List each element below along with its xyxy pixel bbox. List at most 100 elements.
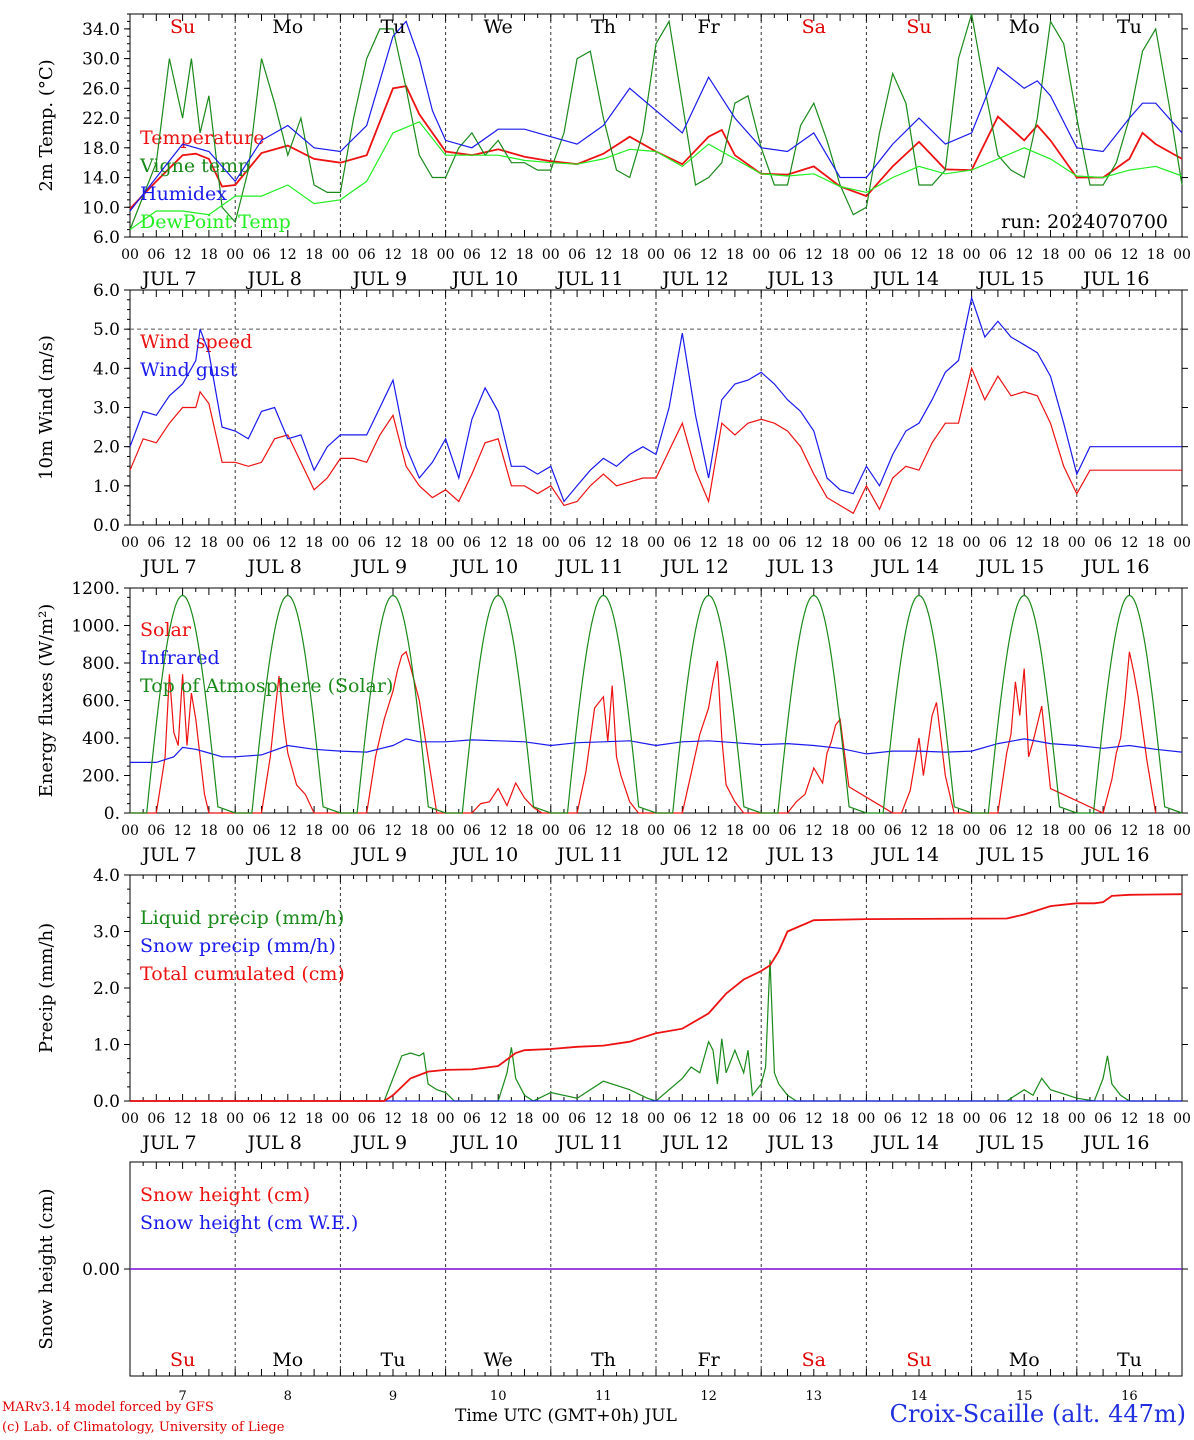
temp-hour-label: 12 [700, 247, 718, 263]
energy-hour-label: 12 [1015, 823, 1033, 839]
wind-hour-label: 06 [884, 535, 902, 551]
wind-hour-label: 06 [147, 535, 165, 551]
wind-ytick-label: 6.0 [93, 281, 120, 301]
temp-hour-label: 06 [253, 247, 271, 263]
temp-weekday-label: Mo [1009, 16, 1040, 38]
energy-ytick-label: 1200. [71, 579, 120, 599]
temp-legend-entry: Temperature [140, 127, 264, 149]
wind-hour-label: 00 [542, 535, 560, 551]
temp-hour-label: 18 [1042, 247, 1060, 263]
precip-hour-label: 00 [1173, 1111, 1191, 1127]
precip-day-label: JUL 9 [351, 1132, 407, 1154]
wind-day-label: JUL 15 [976, 556, 1044, 578]
precip-ytick-label: 2.0 [93, 979, 120, 999]
temp-hour-label: 18 [726, 247, 744, 263]
precip-hour-label: 18 [410, 1111, 428, 1127]
temp-series-line [129, 13, 1183, 230]
temp-hour-label: 18 [200, 247, 218, 263]
energy-hour-label: 18 [1147, 823, 1165, 839]
wind-hour-label: 18 [200, 535, 218, 551]
temp-hour-label: 00 [752, 247, 770, 263]
precip-hour-label: 00 [752, 1111, 770, 1127]
precip-day-label: JUL 8 [245, 1132, 301, 1154]
precip-hour-label: 12 [805, 1111, 823, 1127]
wind-hour-label: 00 [1068, 535, 1086, 551]
temp-ytick-label: 30.0 [82, 50, 120, 70]
precip-hour-label: 06 [779, 1111, 797, 1127]
snow-ylabel: Snow height (cm) [36, 1188, 57, 1349]
temp-hour-label: 00 [542, 247, 560, 263]
temp-hour-label: 18 [831, 247, 849, 263]
temp-legend-entry: DewPoint Temp [140, 211, 291, 233]
wind-hour-label: 18 [831, 535, 849, 551]
precip-hour-label: 06 [673, 1111, 691, 1127]
wind-hour-label: 00 [437, 535, 455, 551]
energy-hour-label: 12 [384, 823, 402, 839]
wind-hour-label: 06 [1094, 535, 1112, 551]
temp-series-line [129, 121, 1183, 231]
temp-hour-label: 12 [279, 247, 297, 263]
energy-hour-label: 06 [358, 823, 376, 839]
energy-hour-label: 00 [1173, 823, 1191, 839]
wind-day-label: JUL 14 [871, 556, 939, 578]
energy-hour-label: 18 [200, 823, 218, 839]
wind-ytick-label: 3.0 [93, 399, 120, 419]
energy-hour-label: 12 [910, 823, 928, 839]
bottom-day-number: 7 [178, 1389, 186, 1404]
snow-weekday-label: Tu [381, 1349, 406, 1371]
precip-hour-label: 18 [831, 1111, 849, 1127]
temp-hour-label: 18 [516, 247, 534, 263]
energy-hour-label: 06 [1094, 823, 1112, 839]
precip-hour-label: 18 [726, 1111, 744, 1127]
wind-hour-label: 18 [1147, 535, 1165, 551]
energy-hour-label: 12 [594, 823, 612, 839]
energy-series-line [130, 738, 1183, 764]
wind-hour-label: 12 [700, 535, 718, 551]
energy-legend-entry: Infrared [140, 647, 220, 669]
energy-hour-label: 18 [410, 823, 428, 839]
precip-ytick-label: 4.0 [93, 866, 120, 886]
precip-hour-label: 18 [305, 1111, 323, 1127]
temp-weekday-label: Tu [381, 16, 406, 38]
precip-hour-label: 12 [910, 1111, 928, 1127]
wind-day-label: JUL 11 [555, 556, 623, 578]
precip-legend-entry: Liquid precip (mm/h) [140, 907, 344, 929]
precip-legend-entry: Total cumulated (cm) [140, 963, 345, 985]
temp-hour-label: 00 [857, 247, 875, 263]
temp-hour-label: 06 [1094, 247, 1112, 263]
temp-hour-label: 06 [358, 247, 376, 263]
precip-ytick-label: 1.0 [93, 1036, 120, 1056]
temp-hour-label: 18 [1147, 247, 1165, 263]
precip-hour-label: 00 [121, 1111, 139, 1127]
temp-day-label: JUL 9 [351, 268, 407, 290]
energy-series-line [130, 650, 1157, 814]
energy-day-label: JUL 16 [1081, 844, 1149, 866]
energy-hour-label: 18 [726, 823, 744, 839]
temp-legend-entry: Humidex [140, 183, 227, 205]
wind-legend-entry: Wind gust [140, 359, 238, 381]
energy-ytick-label: 800. [82, 654, 120, 674]
wind-hour-label: 00 [963, 535, 981, 551]
energy-hour-label: 06 [463, 823, 481, 839]
wind-hour-label: 00 [752, 535, 770, 551]
energy-frame [129, 587, 1183, 814]
energy-legend-entry: Top of Atmosphere (Solar) [140, 675, 393, 697]
precip-hour-label: 06 [147, 1111, 165, 1127]
wind-hour-label: 12 [1015, 535, 1033, 551]
precip-series-line [130, 959, 1182, 1102]
wind-day-label: JUL 7 [140, 556, 196, 578]
wind-hour-label: 12 [384, 535, 402, 551]
wind-series-line [129, 366, 1182, 515]
snow-weekday-label: Su [170, 1349, 195, 1371]
temp-ylabel: 2m Temp. (°C) [36, 59, 57, 191]
energy-hour-label: 12 [279, 823, 297, 839]
temp-hour-label: 06 [989, 247, 1007, 263]
snow-legend-entry: Snow height (cm W.E.) [140, 1212, 358, 1234]
wind-hour-label: 12 [910, 535, 928, 551]
precip-hour-label: 12 [384, 1111, 402, 1127]
precip-hour-label: 00 [857, 1111, 875, 1127]
bottom-day-number: 10 [490, 1389, 507, 1404]
wind-hour-label: 12 [279, 535, 297, 551]
temp-hour-label: 00 [437, 247, 455, 263]
temp-series-line [129, 20, 1183, 212]
